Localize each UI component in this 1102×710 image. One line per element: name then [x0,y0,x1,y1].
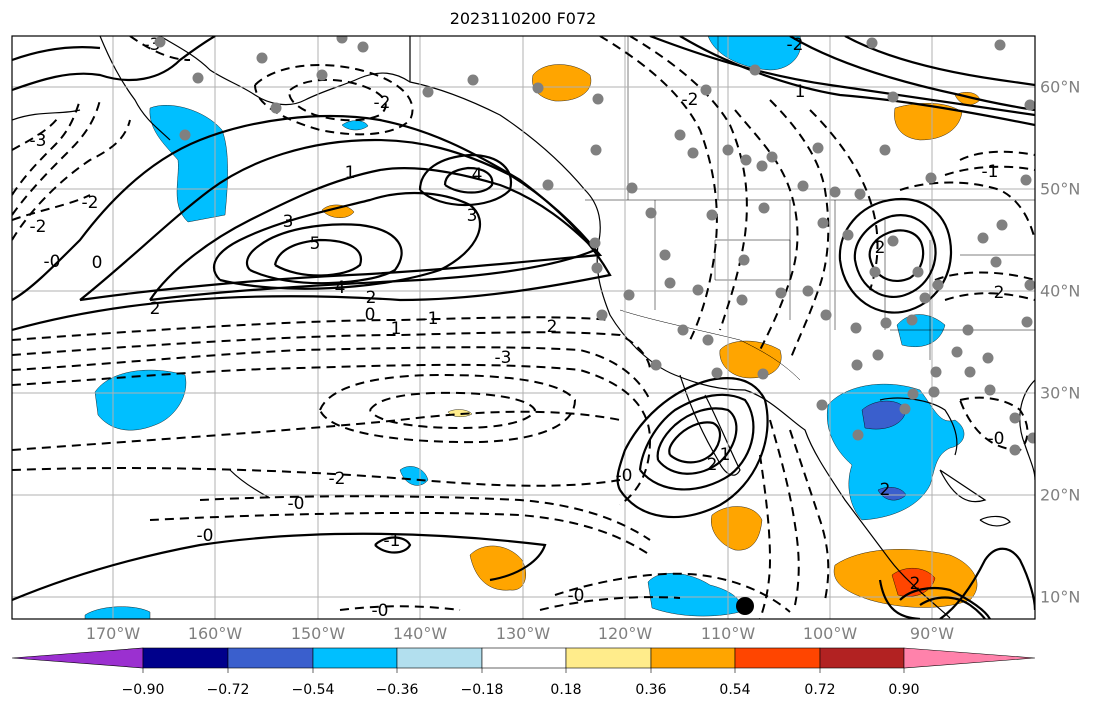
highlight-marker [736,597,754,615]
contour-label: 2 [875,238,886,258]
contour-label: -0 [988,429,1005,449]
contour-label: -1 [422,309,439,329]
colorbar-swatch [396,647,483,669]
contour-label: -0 [288,494,305,514]
gridlines [12,36,1035,619]
colorbar-swatch [734,647,821,669]
lat-label: 10°N [1040,587,1081,607]
contour-label: -0 [568,586,585,606]
contour-label: -3 [495,348,512,368]
colorbar-tick-label: 0.54 [719,682,751,698]
colorbar-tick-label: 0.90 [888,682,920,698]
colorbar-tick-label: −0.90 [121,682,165,698]
colorbar [11,647,1036,673]
lon-label: 160°W [187,624,243,643]
colorbar-swatch [565,647,652,669]
contour-label: -0 [197,526,214,546]
contour-label: -0 [372,601,389,621]
positive-contours [12,36,1035,619]
contour-label: 3 [467,206,478,226]
colorbar-extend-left [11,647,144,669]
lon-label: 100°W [802,624,858,643]
contour-label: -0 [616,466,633,486]
contour-label: -2 [30,217,47,237]
colorbar-extend-right [903,647,1036,669]
contour-label: 0 [92,253,103,273]
contour-labels: 5 4 4 3 3 2 2 1 1 0 0 -0 -0 -0 -1 -1 -2 … [30,35,1005,621]
contour-label: -3 [30,131,47,151]
contour-label: 4 [472,165,483,185]
map-plot-area: 5 4 4 3 3 2 2 1 1 0 0 -0 -0 -0 -1 -1 -2 … [12,35,1035,621]
contour-label: 2 [880,480,891,500]
colorbar-tick-label: 0.36 [635,682,667,698]
contour-label: 2 [547,317,558,337]
lon-label: 130°W [495,624,551,643]
colorbar-tick-label: 0.18 [550,682,582,698]
contour-label: -0 [44,252,61,272]
lat-label: 40°N [1040,281,1081,301]
lon-label: 120°W [597,624,653,643]
colorbar-swatch [227,647,314,669]
contour-label: 1 [795,82,806,102]
lat-label: 60°N [1040,77,1081,97]
colorbar-swatch [481,647,567,669]
colorbar-tick-label: −0.36 [375,682,419,698]
contour-label: -2 [682,90,699,110]
lat-label: 20°N [1040,485,1081,505]
colorbar-swatch [819,647,905,669]
contour-label: 1 [720,445,731,465]
lon-label: 90°W [909,624,955,643]
contour-label: -2 [374,93,391,113]
contour-label: 5 [310,234,321,254]
colorbar-tick-label: 0.72 [804,682,836,698]
contour-label: 2 [910,574,921,594]
lat-label: 30°N [1040,383,1081,403]
colorbar-tick-label: −0.72 [206,682,250,698]
contour-label: -1 [384,531,401,551]
lat-label: 50°N [1040,179,1081,199]
contour-label: -2 [988,283,1005,303]
station-markers [154,36,1035,456]
contour-label: 2 [366,288,377,308]
colorbar-swatch [142,647,229,669]
contour-label: -1 [982,162,999,182]
borders [585,36,1035,381]
contour-label: 1 [391,319,402,339]
negative-contours [12,36,1035,619]
shaded-anomalies [84,36,981,619]
lon-label: 170°W [85,624,141,643]
contour-label: -2 [329,469,346,489]
contour-label: 4 [335,278,346,298]
map-frame [11,35,1036,620]
contour-label: -2 [787,35,804,55]
colorbar-tick-label: −0.18 [460,682,504,698]
contour-label: 3 [283,212,294,232]
lon-label: 150°W [290,624,346,643]
colorbar-swatch [312,647,398,669]
lon-label: 140°W [392,624,448,643]
contour-label: 0 [365,305,376,325]
contour-label: 1 [345,163,356,183]
contour-label: -2 [82,193,99,213]
colorbar-tick-label: −0.54 [291,682,335,698]
coastlines [12,36,1035,619]
colorbar-swatch [650,647,736,669]
map-title: 2023110200 F072 [449,9,597,28]
contour-label: 2 [707,455,718,475]
contour-label: 2 [150,299,161,319]
lon-label: 110°W [700,624,756,643]
